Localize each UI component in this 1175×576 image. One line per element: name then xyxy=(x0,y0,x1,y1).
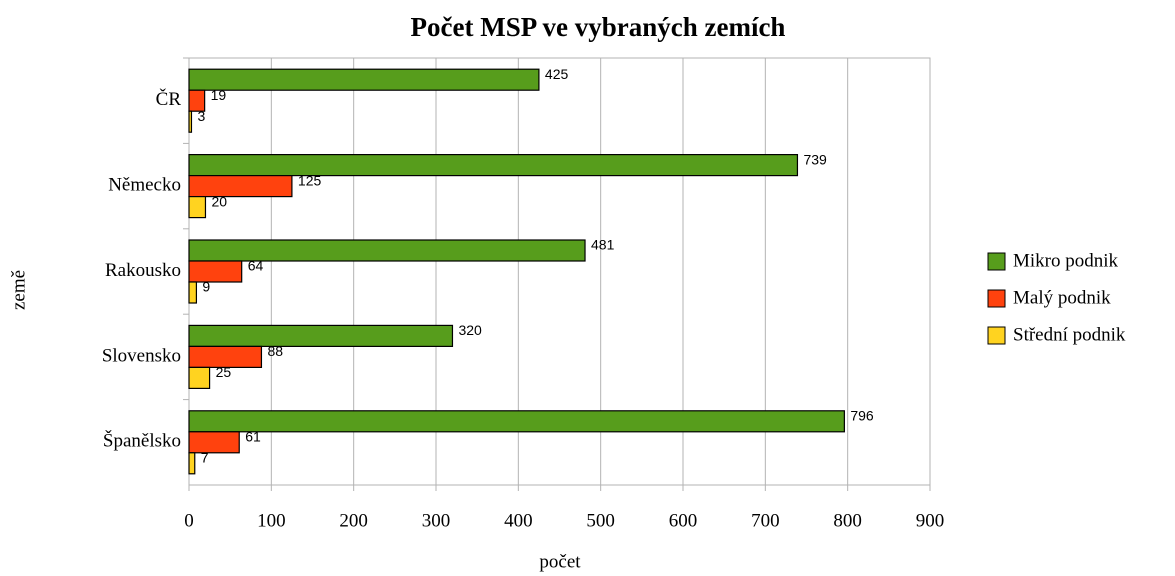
legend-swatch xyxy=(987,326,1006,345)
chart-title: Počet MSP ve vybraných zemích xyxy=(411,12,786,42)
data-label: 88 xyxy=(267,343,283,359)
x-tick-label: 300 xyxy=(422,510,451,531)
bar xyxy=(188,89,206,112)
bar xyxy=(188,110,193,133)
x-tick-label: 500 xyxy=(586,510,615,531)
x-tick-label: 200 xyxy=(339,510,368,531)
bar xyxy=(188,431,240,454)
data-label: 425 xyxy=(545,66,569,82)
data-label: 61 xyxy=(245,429,261,445)
data-label: 796 xyxy=(850,408,874,424)
y-axis-label: země xyxy=(8,270,29,310)
bar xyxy=(188,175,293,198)
data-label: 3 xyxy=(197,108,205,124)
data-label: 7 xyxy=(201,450,209,466)
x-tick-label: 900 xyxy=(916,510,945,531)
y-tick-label: Německo xyxy=(108,174,181,195)
bar xyxy=(188,239,586,262)
legend-label: Střední podnik xyxy=(1013,324,1126,345)
x-tick-label: 700 xyxy=(751,510,780,531)
data-label: 739 xyxy=(803,151,827,167)
bar xyxy=(188,260,243,283)
y-tick-label: Slovensko xyxy=(102,345,181,366)
bar xyxy=(188,154,799,177)
data-label: 125 xyxy=(298,172,322,188)
bar xyxy=(188,68,540,91)
y-tick-label: Rakousko xyxy=(105,260,181,281)
x-axis-label: počet xyxy=(539,551,581,572)
data-label: 9 xyxy=(202,279,210,295)
data-label: 25 xyxy=(216,364,232,380)
data-label: 320 xyxy=(458,322,482,338)
bar xyxy=(188,196,207,219)
bar xyxy=(188,324,454,347)
bar xyxy=(188,410,845,433)
data-label: 19 xyxy=(211,87,227,103)
x-tick-label: 600 xyxy=(669,510,698,531)
x-tick-label: 800 xyxy=(833,510,862,531)
legend-swatch xyxy=(987,252,1006,271)
legend-swatch xyxy=(987,289,1006,308)
data-label: 481 xyxy=(591,237,615,253)
y-tick-label: Španělsko xyxy=(103,430,181,452)
data-label: 64 xyxy=(248,258,264,274)
y-tick-label: ČR xyxy=(156,88,182,110)
x-tick-label: 400 xyxy=(504,510,533,531)
legend-label: Mikro podnik xyxy=(1013,250,1119,271)
x-tick-label: 0 xyxy=(184,510,194,531)
bar xyxy=(188,452,196,475)
x-tick-label: 100 xyxy=(257,510,286,531)
legend-label: Malý podnik xyxy=(1013,287,1111,308)
bar xyxy=(188,345,263,368)
data-label: 20 xyxy=(211,193,227,209)
bar xyxy=(188,366,211,389)
bar xyxy=(188,281,198,304)
